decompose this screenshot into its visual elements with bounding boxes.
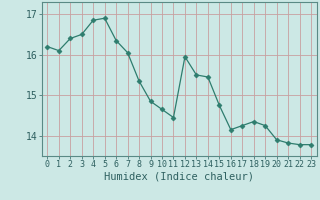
X-axis label: Humidex (Indice chaleur): Humidex (Indice chaleur) bbox=[104, 172, 254, 182]
